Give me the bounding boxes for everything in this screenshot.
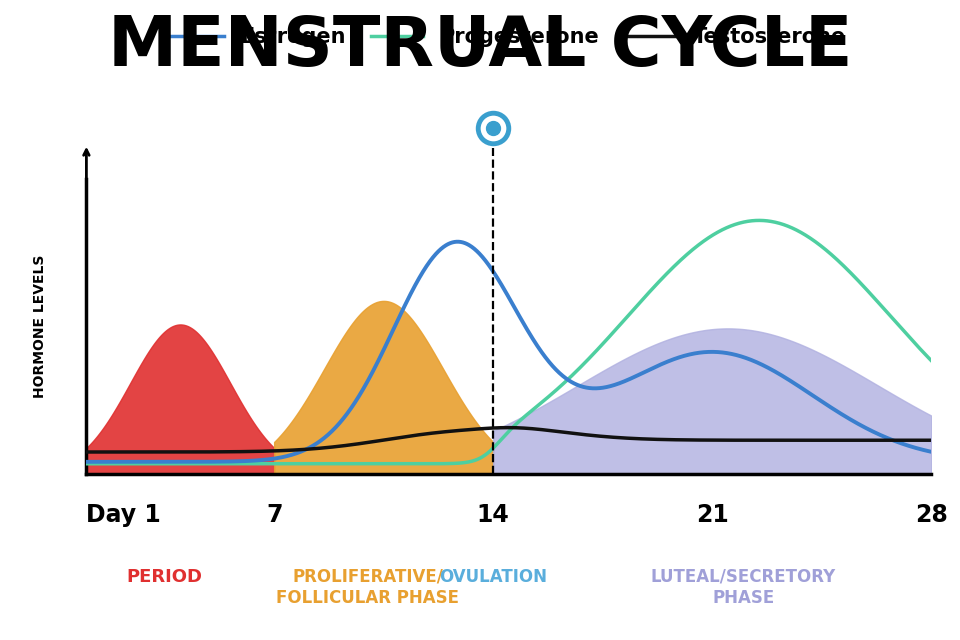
Text: PROLIFERATIVE/
FOLLICULAR PHASE: PROLIFERATIVE/ FOLLICULAR PHASE (276, 568, 460, 607)
Text: OVULATION: OVULATION (439, 568, 547, 586)
Legend: Estrogen, Progesterone, Testosterone: Estrogen, Progesterone, Testosterone (163, 19, 854, 56)
Text: 7: 7 (266, 503, 282, 527)
Text: HORMONE LEVELS: HORMONE LEVELS (33, 255, 47, 398)
Text: 21: 21 (696, 503, 729, 527)
Text: MENSTRUAL CYCLE: MENSTRUAL CYCLE (108, 13, 852, 80)
Text: LUTEAL/SECRETORY
PHASE: LUTEAL/SECRETORY PHASE (651, 568, 836, 607)
Text: Day 1: Day 1 (86, 503, 161, 527)
Text: 28: 28 (915, 503, 948, 527)
Text: PERIOD: PERIOD (127, 568, 203, 586)
Text: 14: 14 (477, 503, 510, 527)
